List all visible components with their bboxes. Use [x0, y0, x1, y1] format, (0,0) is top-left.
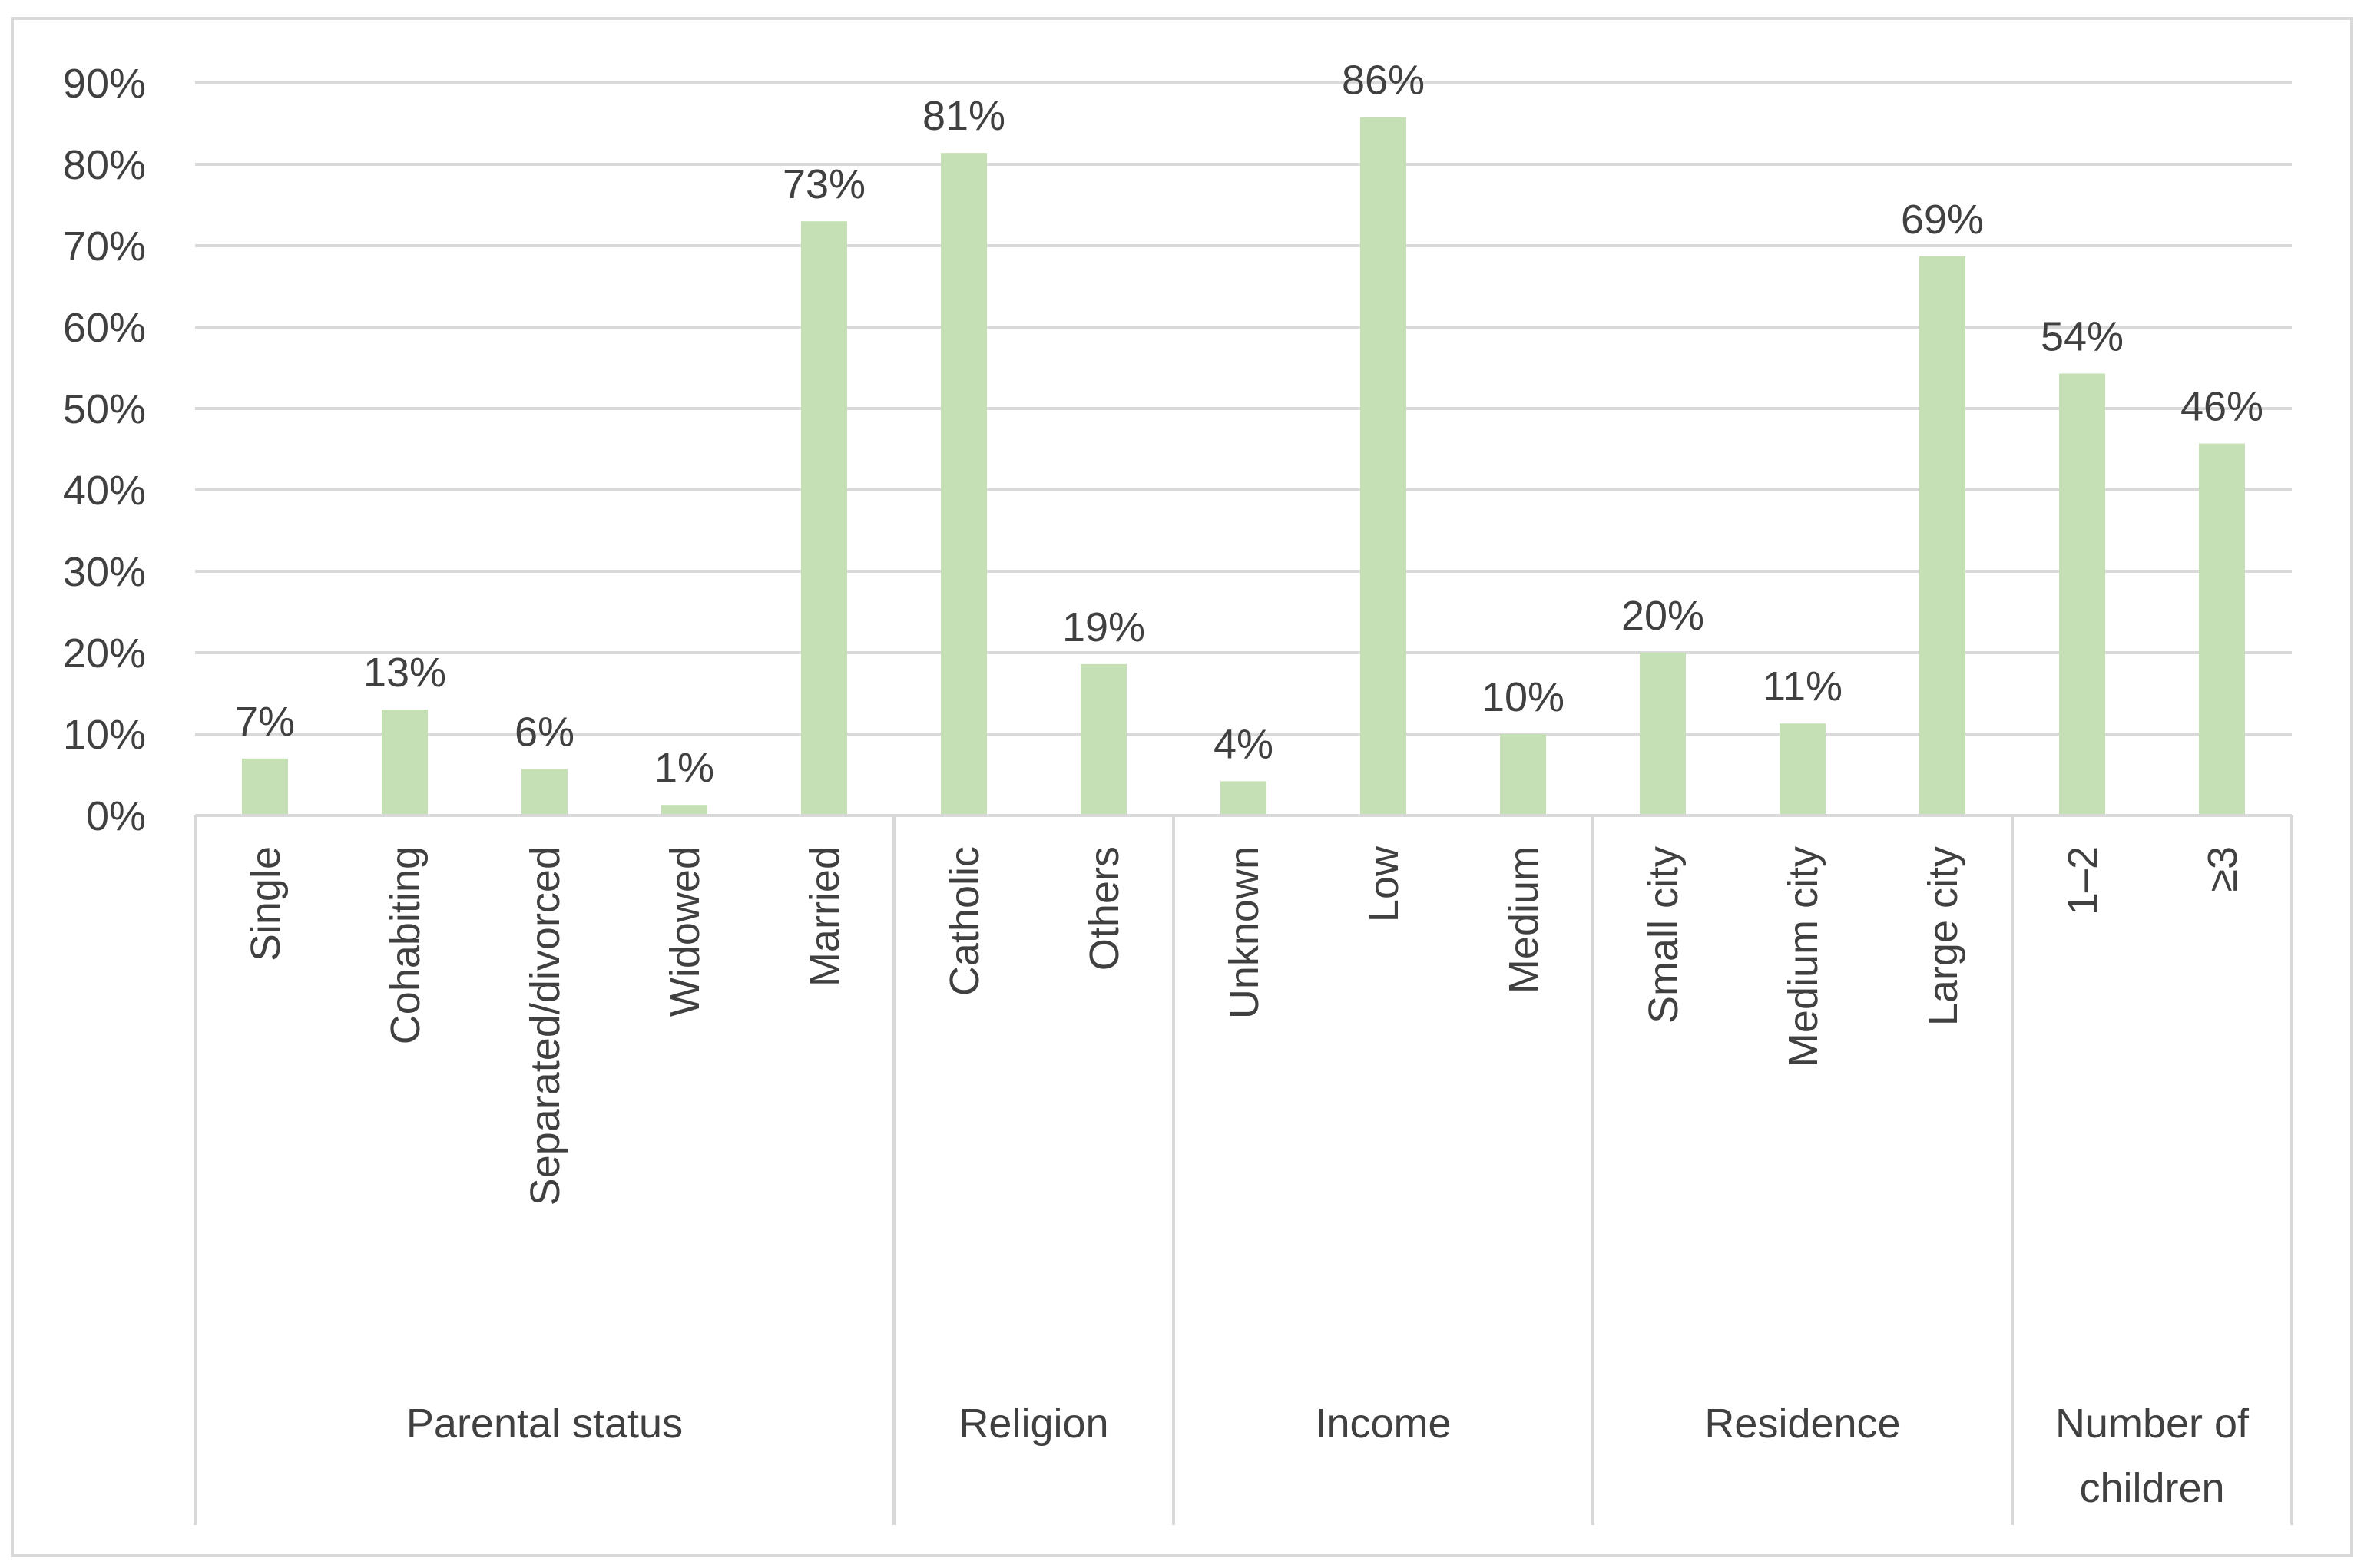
y-tick-label: 0%: [86, 793, 146, 839]
group-label: Parental status: [406, 1401, 683, 1447]
data-label: 4%: [1213, 721, 1273, 767]
data-label: 73%: [783, 161, 866, 207]
x-axis: [194, 814, 2293, 1525]
bar-12: [1919, 256, 1965, 815]
category-label: Medium: [1501, 846, 1547, 994]
bar-0: [242, 758, 288, 815]
y-tick-label: 60%: [63, 305, 146, 351]
data-labels: 7% 13% 6% 1% 73% 81% 19% 4% 86% 10% 20% 11% 69% 54% 46…: [235, 58, 2263, 792]
category-label: Single: [243, 846, 289, 961]
group-label: children: [2079, 1465, 2224, 1511]
y-tick-label: 10%: [63, 712, 146, 758]
group-label: Income: [1315, 1401, 1451, 1447]
bar-3: [661, 805, 707, 815]
category-label: Low: [1361, 845, 1407, 922]
y-tick-label: 70%: [63, 223, 146, 270]
category-labels: Single Cohabiting Separated/divorced Widowe…: [243, 845, 2246, 1206]
category-label: Catholic: [942, 846, 988, 996]
category-label: Unknown: [1221, 846, 1267, 1019]
data-label: 11%: [1763, 663, 1843, 710]
y-tick-label: 50%: [63, 386, 146, 432]
data-label: 86%: [1342, 58, 1425, 104]
data-label: 69%: [1901, 197, 1984, 243]
category-label: Widowed: [662, 846, 708, 1017]
data-label: 13%: [363, 650, 446, 696]
bar-4: [801, 221, 847, 815]
bar-11: [1780, 723, 1826, 815]
group-label: Residence: [1704, 1401, 1900, 1447]
y-tick-label: 20%: [63, 630, 146, 676]
bar-13: [2059, 373, 2105, 815]
chart-border: [11, 17, 2353, 1557]
category-label: Small city: [1641, 846, 1687, 1024]
bar-7: [1220, 781, 1266, 815]
data-label: 7%: [235, 699, 295, 745]
data-label: 20%: [1621, 593, 1704, 639]
data-label: 6%: [515, 710, 574, 756]
data-label: 19%: [1062, 604, 1145, 650]
bar-8: [1360, 117, 1406, 815]
group-label: Number of: [2055, 1401, 2250, 1447]
category-label: Married: [802, 846, 848, 987]
category-label: ≥3: [2200, 846, 2246, 892]
y-axis: 0% 10% 20% 30% 40% 50% 60% 70% 80% 90%: [63, 61, 146, 839]
data-label: 10%: [1482, 674, 1564, 720]
bar-9: [1500, 734, 1546, 815]
data-label: 54%: [2041, 313, 2124, 359]
y-tick-label: 40%: [63, 468, 146, 514]
y-tick-label: 80%: [63, 142, 146, 188]
bar-2: [521, 769, 568, 815]
category-label: Others: [1081, 846, 1127, 971]
gridlines: [195, 81, 2292, 736]
data-label: 1%: [654, 745, 714, 791]
bar-14: [2199, 443, 2245, 815]
category-label: Separated/divorced: [522, 846, 568, 1206]
data-label: 81%: [922, 93, 1005, 139]
category-label: Medium city: [1780, 846, 1826, 1067]
category-label: Cohabiting: [382, 846, 429, 1044]
bar-10: [1640, 653, 1686, 815]
data-label: 46%: [2180, 384, 2263, 430]
bar-1: [382, 710, 428, 815]
group-label: Religion: [959, 1401, 1108, 1447]
bar-6: [1081, 663, 1127, 815]
bars: [242, 117, 2245, 815]
bar-5: [941, 153, 987, 815]
category-label: Large city: [1920, 846, 1966, 1026]
y-tick-label: 90%: [63, 61, 146, 107]
category-label: 1–2: [2060, 846, 2106, 915]
group-labels: Parental status Religion Income Residence Nu…: [406, 1401, 2250, 1511]
y-tick-label: 30%: [63, 549, 146, 595]
